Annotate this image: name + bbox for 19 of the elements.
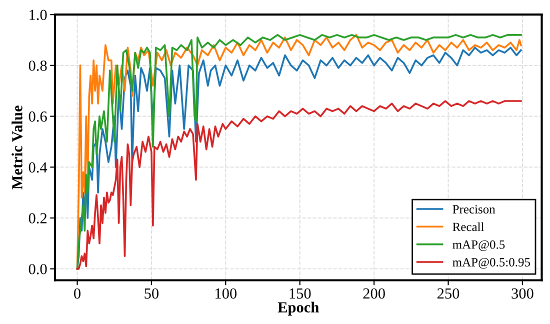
x-tick-label: 250 — [437, 288, 460, 299]
x-tick-label: 50 — [144, 288, 159, 299]
x-tick-label: 100 — [216, 288, 237, 299]
y-tick-label: 0.6 — [28, 111, 47, 122]
legend-label: mAP@0.5:0.95 — [452, 258, 530, 269]
y-axis-title: Metric Value — [12, 106, 22, 190]
x-tick-label: 150 — [290, 288, 311, 299]
x-tick-label: 300 — [512, 288, 534, 299]
legend-label: mAP@0.5 — [452, 240, 505, 252]
y-tick-label: 0.0 — [28, 264, 47, 274]
x-axis-title: Epoch — [278, 302, 319, 316]
legend-label: Precison — [452, 205, 496, 214]
x-tick-label: 0 — [74, 288, 80, 299]
y-tick-label: 0.8 — [28, 60, 47, 71]
y-tick-label: 0.4 — [28, 162, 48, 173]
x-tick-label: 200 — [363, 288, 385, 299]
y-tick-label: 0.2 — [28, 213, 47, 224]
legend-label: Recall — [452, 222, 484, 232]
y-tick-label: 1.0 — [30, 10, 47, 20]
